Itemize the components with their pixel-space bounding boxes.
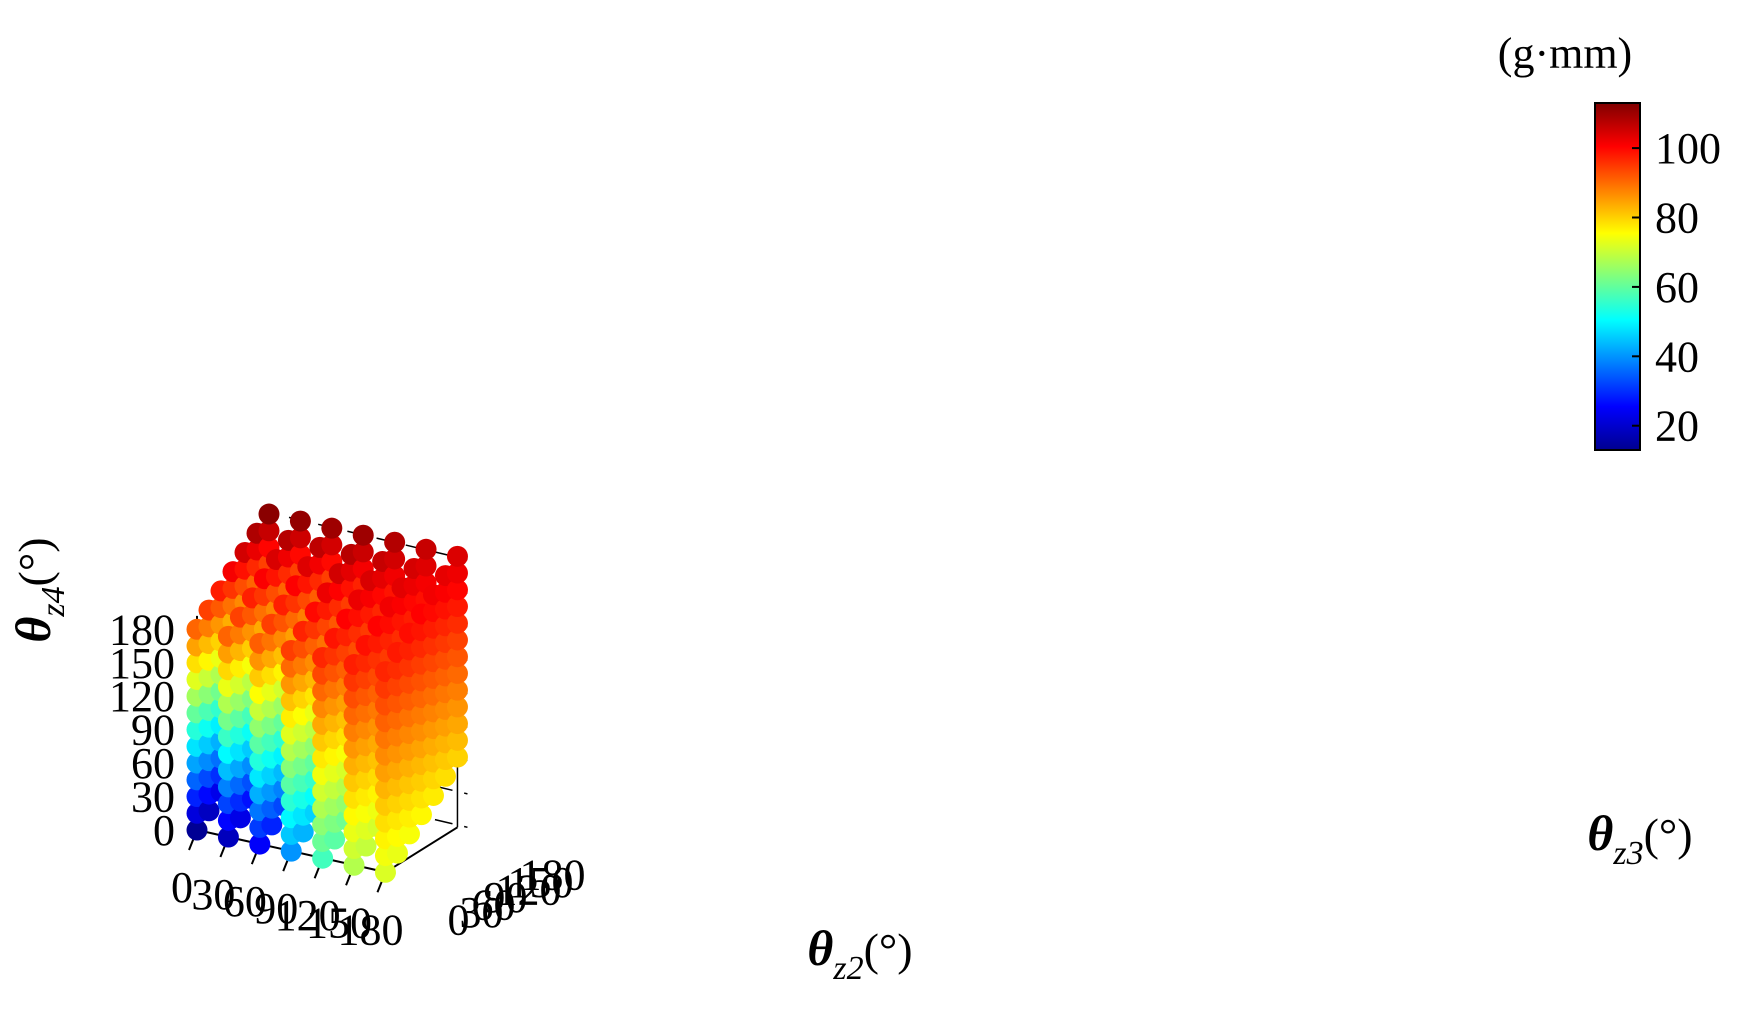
data-point — [280, 840, 302, 862]
data-point — [229, 807, 251, 829]
data-point — [258, 503, 280, 525]
tick-label-z4: 150 — [109, 639, 175, 688]
data-point — [321, 534, 343, 556]
data-point — [446, 562, 468, 584]
data-point — [446, 713, 468, 735]
data-point — [343, 854, 365, 876]
tick-label-z4: 30 — [131, 773, 175, 822]
colorbar-tick-label: 40 — [1655, 332, 1699, 381]
tick-label-z2: 120 — [275, 891, 341, 940]
tick-label-z3: 150 — [507, 858, 573, 907]
data-point — [186, 819, 208, 841]
tick-label-z2: 180 — [337, 905, 403, 954]
tick-label-z4: 180 — [109, 605, 175, 654]
tick-label-z2: 0 — [171, 863, 193, 912]
data-point — [324, 828, 346, 850]
data-point — [312, 847, 334, 869]
data-point — [446, 729, 468, 751]
colorbar-tick-label: 60 — [1655, 263, 1699, 312]
axis-title-z2: θz2(°) — [807, 920, 912, 987]
tick-label-z3: 0 — [447, 895, 469, 944]
data-point — [352, 524, 374, 546]
data-point — [355, 835, 377, 857]
tick-label-z4: 120 — [109, 672, 175, 721]
tick-label-z4: 60 — [131, 739, 175, 788]
data-point — [289, 527, 311, 549]
data-point — [446, 579, 468, 601]
data-point — [446, 679, 468, 701]
data-point — [410, 804, 432, 826]
axis-title-z3-text: θz3(°) — [1587, 805, 1692, 872]
data-point — [384, 548, 406, 570]
data-point — [217, 826, 239, 848]
data-point — [422, 784, 444, 806]
axis-theta-z3 — [384, 826, 458, 874]
colorbar-tick-label: 80 — [1655, 194, 1699, 243]
data-point — [446, 545, 468, 567]
tick-label-z3: 90 — [483, 873, 527, 922]
axis-title-z4-text: θz4(°) — [5, 537, 72, 642]
data-point — [386, 842, 408, 864]
data-point — [446, 596, 468, 618]
tick-label-z3: 120 — [495, 865, 561, 914]
tick-label-z2: 30 — [191, 870, 235, 919]
colorbar-gradient — [1594, 102, 1641, 451]
tick-label-z4: 0 — [153, 806, 175, 855]
tick-label-z3: 180 — [519, 850, 585, 899]
axis-title-z3: θz3(°) — [1587, 805, 1692, 872]
colorbar-tick-label: 20 — [1655, 402, 1699, 451]
tick-label-z2: 60 — [223, 877, 267, 926]
data-point — [446, 746, 468, 768]
data-point — [446, 646, 468, 668]
data-point — [249, 833, 271, 855]
axis-title-z2-text: θz2(°) — [807, 920, 912, 987]
data-point — [415, 555, 437, 577]
tick-label-z4: 90 — [131, 706, 175, 755]
tick-label-z3: 30 — [459, 888, 503, 937]
data-point — [258, 520, 280, 542]
data-point — [292, 821, 314, 843]
data-point — [446, 629, 468, 651]
data-point — [198, 800, 220, 822]
data-point — [352, 541, 374, 563]
axis-title-z4: θz4(°) — [5, 537, 72, 642]
data-point — [446, 696, 468, 718]
data-point — [321, 517, 343, 539]
gridline-z4 — [288, 516, 468, 561]
tick-label-z2: 90 — [254, 884, 298, 933]
data-point — [289, 510, 311, 532]
colorbar-title: (g·mm) — [1498, 29, 1632, 78]
data-point — [398, 823, 420, 845]
colorbar-tick-label: 100 — [1655, 124, 1721, 173]
colorbar: (g·mm) 20 40 60 80 100 — [1498, 29, 1721, 451]
data-point — [446, 612, 468, 634]
data-point — [415, 538, 437, 560]
data-point — [384, 531, 406, 553]
data-point — [446, 662, 468, 684]
axis-labels: 0306090120150180030609012015018003060901… — [5, 537, 1693, 987]
data-point — [434, 765, 456, 787]
data-point — [374, 861, 396, 883]
data-points — [186, 503, 468, 883]
tick-label-z2: 150 — [306, 898, 372, 947]
tick-label-z3: 60 — [471, 880, 515, 929]
data-point — [261, 814, 283, 836]
